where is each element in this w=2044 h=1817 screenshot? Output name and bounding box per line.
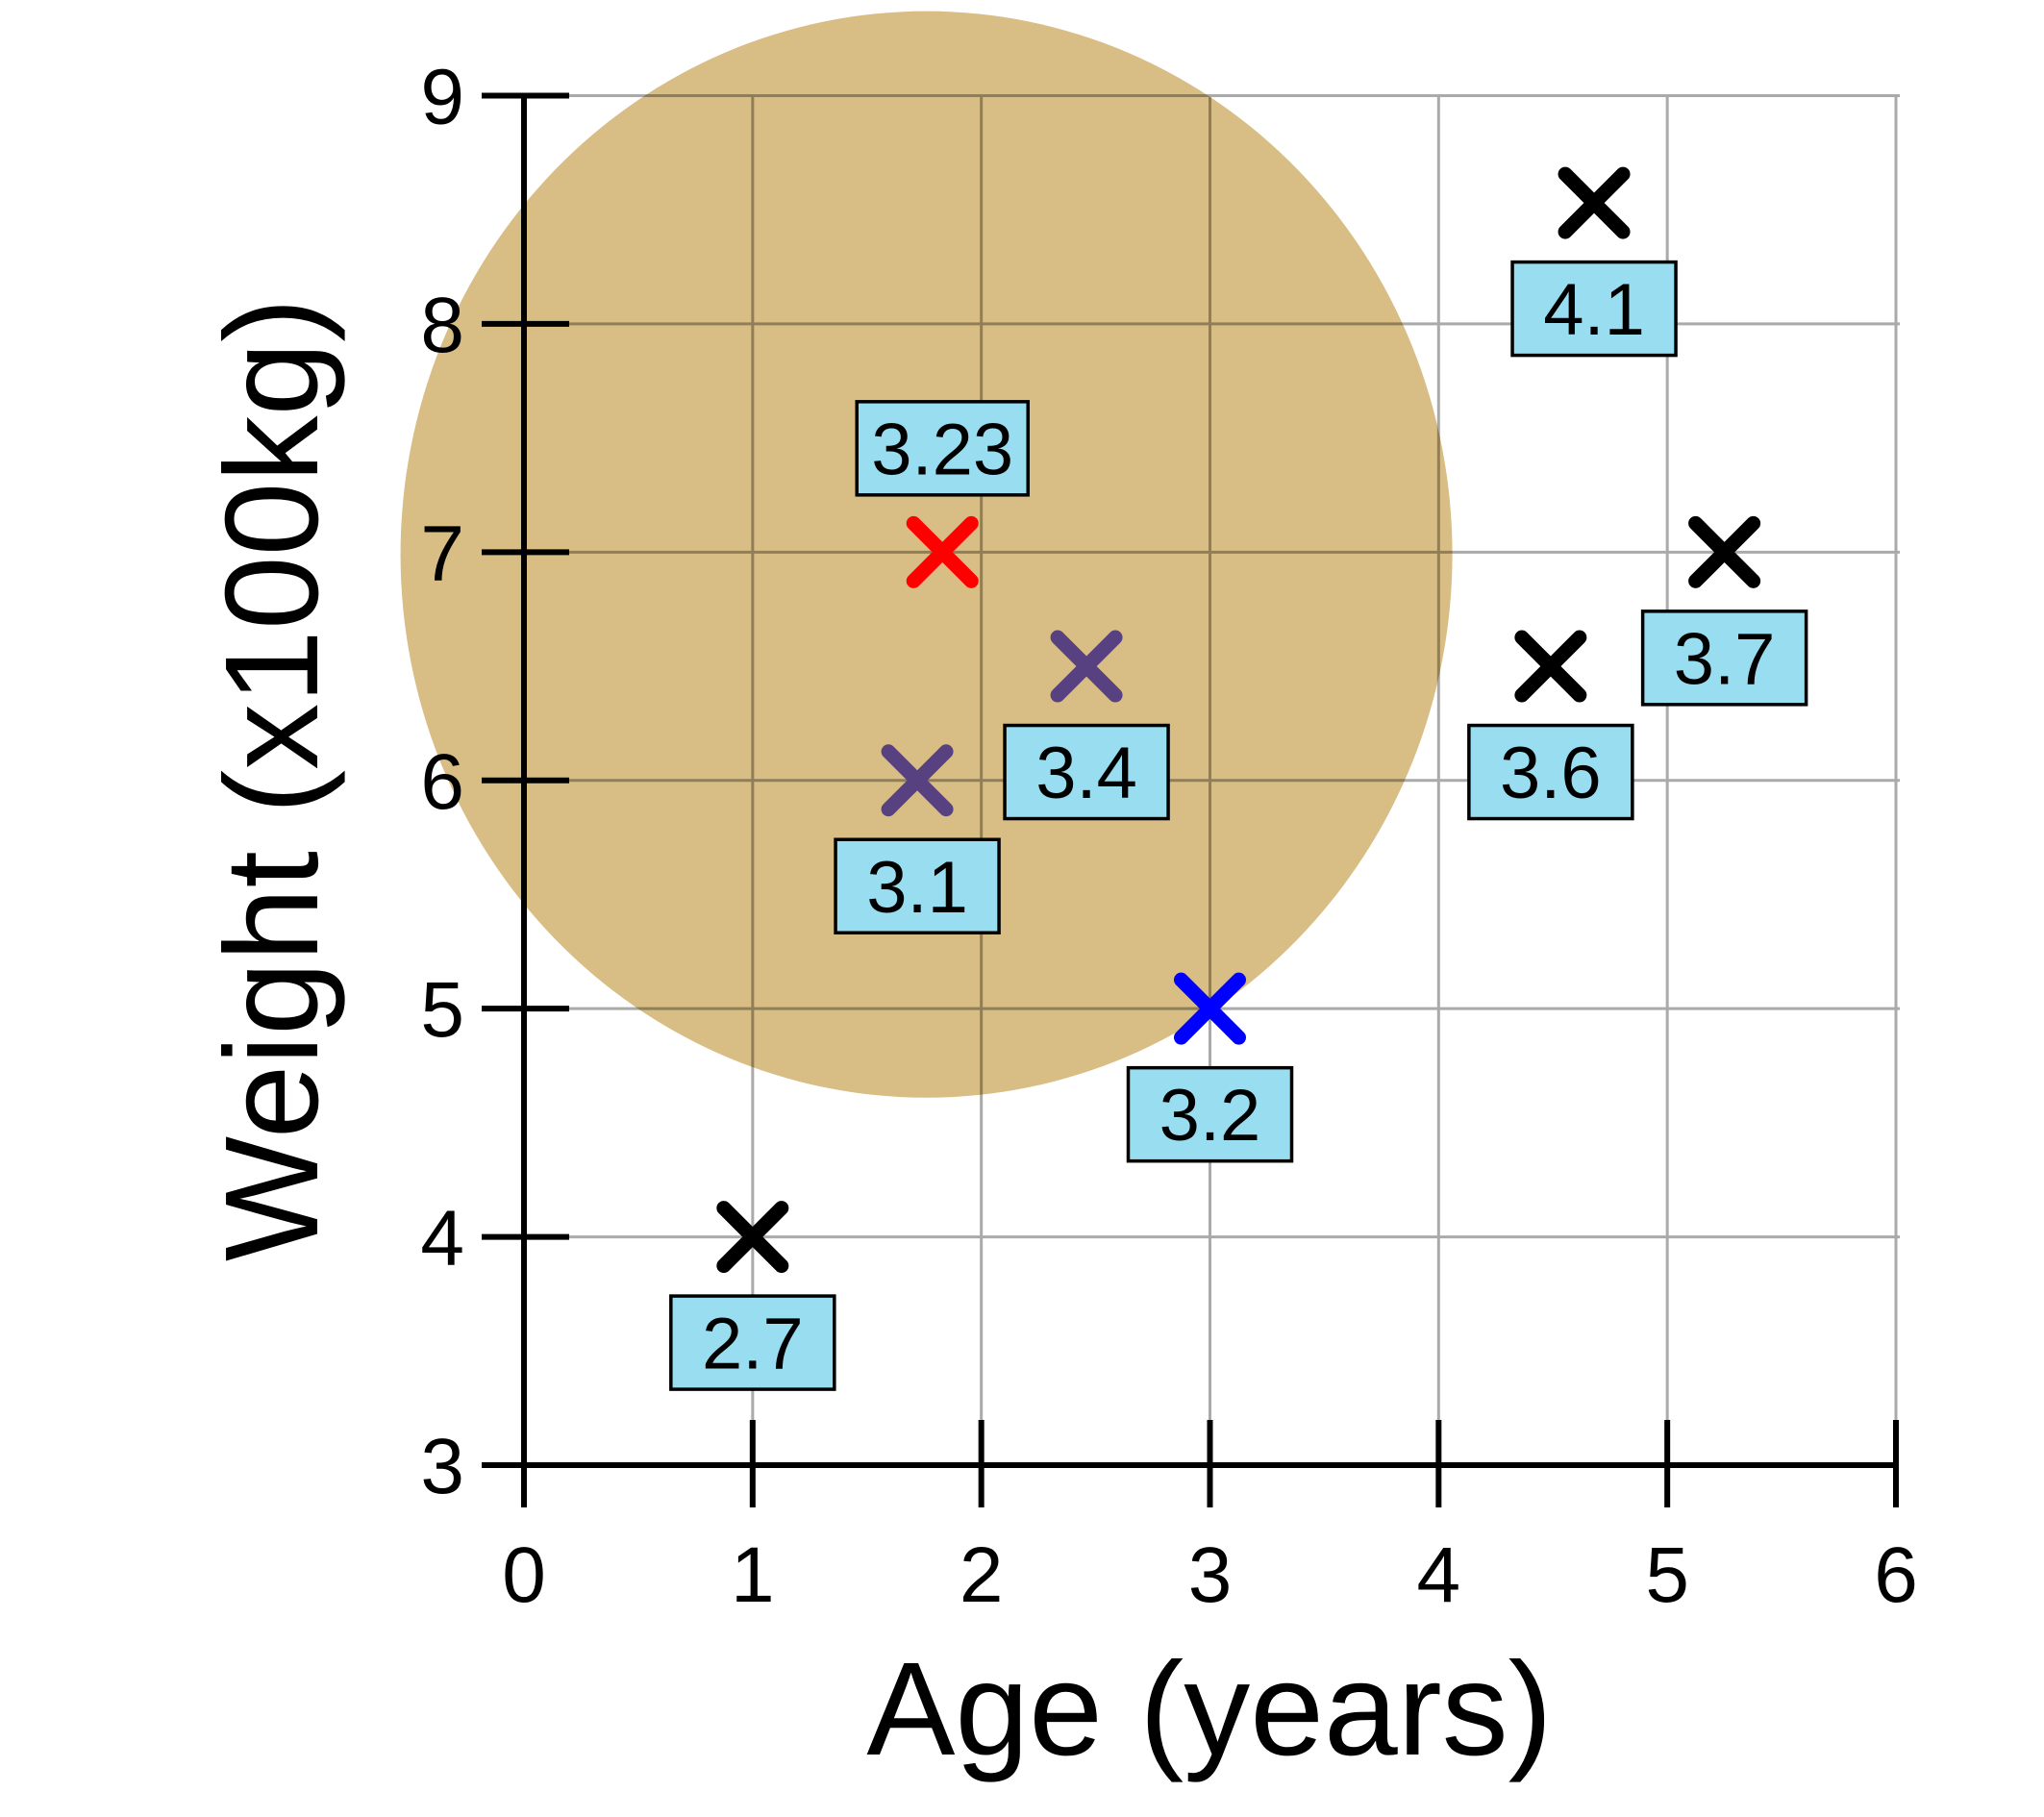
point-marker: [906, 515, 979, 588]
x-tick-label: 3: [1188, 1531, 1233, 1619]
highlight-circle-layer: [400, 11, 1453, 1098]
x-axis-title: Age (years): [866, 1635, 1552, 1783]
x-tick-label: 0: [502, 1531, 546, 1619]
x-tick-label: 6: [1874, 1531, 1918, 1619]
point-label: 3.23: [871, 409, 1013, 490]
point-label-box: [1640, 610, 1808, 707]
point-label: 2.7: [702, 1304, 804, 1385]
axes: 3 4 5 6 7 8 9 0 1 2 3 4 5 6: [420, 54, 1917, 1620]
point-label-box: [1003, 723, 1170, 821]
point-label: 3.1: [866, 847, 968, 929]
point-marker: [1558, 166, 1631, 239]
y-tick-label: 8: [420, 282, 464, 369]
point-marker: [1688, 515, 1761, 588]
x-tick-label: 5: [1645, 1531, 1689, 1619]
y-tick-label: 9: [420, 54, 464, 141]
y-tick-label: 4: [420, 1195, 464, 1282]
point-marker: [1514, 630, 1587, 703]
x-tick-label: 4: [1417, 1531, 1461, 1619]
y-tick-label: 3: [420, 1423, 464, 1510]
y-tick-label: 7: [420, 510, 464, 597]
point-marker: [881, 744, 954, 817]
x-tick-label: 2: [960, 1531, 1004, 1619]
point-label-box: [1510, 260, 1678, 358]
point-label-box: [669, 1294, 836, 1391]
point-label-box: [1126, 1065, 1294, 1163]
point-label: 3.4: [1035, 733, 1137, 814]
y-axis-title: Weight (x100kg): [198, 298, 346, 1261]
point-label-box: [834, 837, 1001, 934]
x-tick-label: 1: [731, 1531, 775, 1619]
point-label: 3.6: [1500, 733, 1602, 814]
point-marker: [1050, 630, 1123, 703]
point-label: 4.1: [1543, 269, 1645, 351]
y-tick-label: 5: [420, 966, 464, 1054]
point-marker: [1174, 972, 1246, 1045]
point-label: 3.2: [1159, 1075, 1261, 1157]
point-marker: [716, 1201, 789, 1274]
y-tick-label: 6: [420, 738, 464, 826]
point-label: 3.7: [1674, 618, 1776, 700]
point-label-box: [855, 400, 1030, 497]
point-label-box: [1467, 723, 1634, 821]
highlight-circle: [400, 11, 1453, 1098]
points: 2.7 3.1 3.4 3.23 3.2 3.6 4.1 3.7: [669, 166, 1808, 1391]
